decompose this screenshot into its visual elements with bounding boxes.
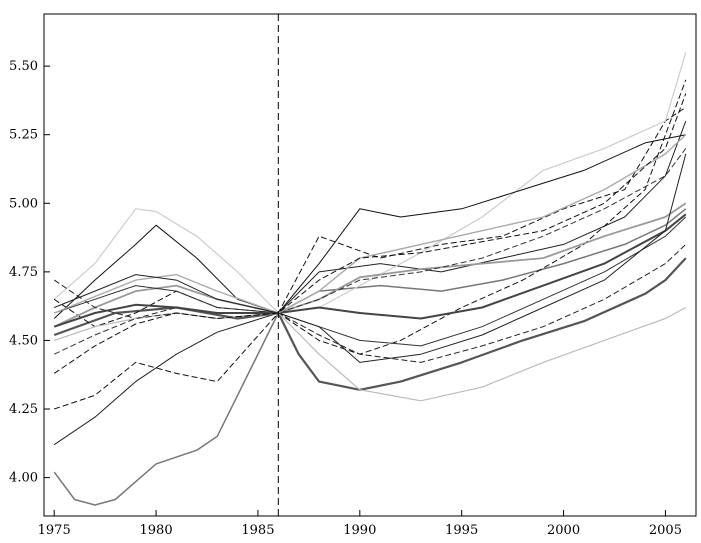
x-tick-label: 1975 bbox=[38, 523, 71, 538]
x-tick-label: 1980 bbox=[140, 523, 173, 538]
axes: 1975 1980 1985 1990 1995 2000 2005 4.00 4.25 4.50… bbox=[9, 13, 697, 538]
series-line-11 bbox=[54, 216, 687, 347]
series-line-14 bbox=[53, 134, 687, 314]
series-layer bbox=[53, 52, 687, 506]
series-line-6 bbox=[53, 134, 686, 319]
y-tick-label: 5.50 bbox=[9, 59, 38, 74]
series-line-15 bbox=[53, 93, 687, 374]
plot-frame bbox=[43, 13, 697, 517]
series-line-16 bbox=[54, 153, 687, 363]
x-tick-label: 2005 bbox=[649, 523, 682, 538]
series-line-8 bbox=[53, 202, 687, 328]
series-line-12 bbox=[53, 148, 687, 355]
series-line-3 bbox=[54, 106, 687, 410]
x-tick-label: 1995 bbox=[445, 523, 478, 538]
series-line-7 bbox=[53, 79, 687, 355]
y-tick-label: 4.50 bbox=[9, 333, 38, 348]
series-line-2 bbox=[53, 208, 687, 506]
y-tick-label: 4.25 bbox=[9, 402, 38, 417]
y-tick-label: 5.00 bbox=[9, 196, 38, 211]
x-tick-label: 2000 bbox=[547, 523, 580, 538]
series-line-5 bbox=[53, 52, 687, 314]
x-tick-label: 1985 bbox=[241, 523, 274, 538]
series-line-1 bbox=[53, 120, 687, 446]
y-tick-label: 5.25 bbox=[9, 128, 38, 143]
x-tick-label: 1990 bbox=[343, 523, 376, 538]
series-line-9 bbox=[53, 244, 687, 363]
y-tick-label: 4.00 bbox=[9, 471, 38, 486]
y-tick-label: 4.75 bbox=[9, 265, 38, 280]
series-line-13 bbox=[53, 213, 687, 328]
